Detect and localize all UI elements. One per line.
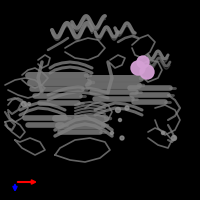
Circle shape (131, 61, 145, 75)
Circle shape (120, 136, 124, 140)
Circle shape (118, 118, 122, 121)
Circle shape (125, 106, 129, 110)
Circle shape (137, 56, 149, 68)
Circle shape (28, 102, 30, 106)
Circle shape (162, 132, 164, 134)
Circle shape (140, 65, 154, 79)
Circle shape (110, 132, 114, 134)
Circle shape (172, 136, 177, 140)
Circle shape (116, 108, 120, 112)
Circle shape (22, 102, 26, 106)
